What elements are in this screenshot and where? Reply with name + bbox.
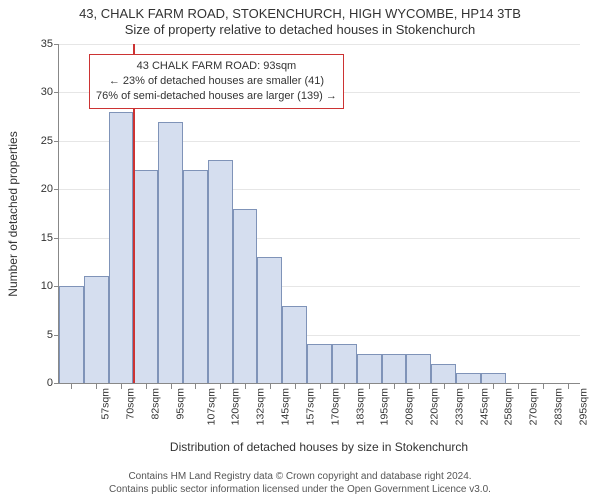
annotation-line-1: 43 CHALK FARM ROAD: 93sqm [96,59,337,74]
x-tick-mark [220,384,221,389]
histogram-bar [183,170,208,383]
histogram-bar [282,306,307,383]
x-tick-mark [71,384,72,389]
x-tick-mark [419,384,420,389]
x-tick-mark [568,384,569,389]
x-tick-mark [493,384,494,389]
x-tick-label: 57sqm [100,388,112,420]
x-tick-mark [96,384,97,389]
x-tick-mark [245,384,246,389]
x-tick-label: 132sqm [255,388,267,425]
histogram-bar [332,344,357,383]
x-tick-mark [195,384,196,389]
y-tick-mark [54,141,59,142]
histogram-bar [456,373,481,383]
annotation-line-3: 76% of semi-detached houses are larger (… [96,89,337,104]
x-tick-mark [295,384,296,389]
chart-title: 43, CHALK FARM ROAD, STOKENCHURCH, HIGH … [0,0,600,22]
histogram-bar [406,354,431,383]
x-tick-label: 95sqm [174,388,186,420]
x-tick-label: 245sqm [478,388,490,425]
x-tick-mark [468,384,469,389]
y-tick-label: 30 [25,86,53,98]
x-tick-mark [270,384,271,389]
chart-subtitle: Size of property relative to detached ho… [0,22,600,38]
y-tick-label: 10 [25,280,53,292]
y-tick-label: 5 [25,329,53,341]
x-tick-label: 183sqm [354,388,366,425]
x-tick-label: 170sqm [329,388,341,425]
plot-area: 0510152025303557sqm70sqm82sqm95sqm107sqm… [58,44,580,384]
histogram-bar [59,286,84,383]
histogram-bar [109,112,134,383]
x-tick-label: 258sqm [503,388,515,425]
x-tick-label: 157sqm [304,388,316,425]
x-tick-label: 295sqm [577,388,589,425]
histogram-bar [158,122,183,384]
x-tick-label: 195sqm [379,388,391,425]
x-tick-mark [121,384,122,389]
y-tick-label: 35 [25,38,53,50]
footer-line-1: Contains HM Land Registry data © Crown c… [0,471,600,484]
x-axis-label: Distribution of detached houses by size … [58,440,580,454]
x-tick-mark [171,384,172,389]
x-tick-mark [518,384,519,389]
x-tick-mark [394,384,395,389]
y-tick-mark [54,92,59,93]
x-tick-label: 120sqm [230,388,242,425]
footer-line-2: Contains public sector information licen… [0,484,600,497]
y-tick-mark [54,383,59,384]
x-tick-label: 82sqm [150,388,162,420]
x-tick-mark [444,384,445,389]
histogram-bar [481,373,506,383]
y-tick-mark [54,238,59,239]
y-axis-label: Number of detached properties [6,44,20,384]
annotation-line-2: ← 23% of detached houses are smaller (41… [96,74,337,89]
x-tick-label: 208sqm [403,388,415,425]
annotation-box: 43 CHALK FARM ROAD: 93sqm← 23% of detach… [89,54,344,109]
y-tick-label: 25 [25,135,53,147]
x-tick-mark [543,384,544,389]
histogram-bar [208,160,233,383]
x-tick-label: 70sqm [125,388,137,420]
x-tick-mark [344,384,345,389]
x-tick-label: 283sqm [552,388,564,425]
histogram-bar [133,170,158,383]
histogram-bar [357,354,382,383]
histogram-bar [431,364,456,383]
x-tick-label: 233sqm [453,388,465,425]
histogram-bar [233,209,258,383]
x-tick-label: 145sqm [279,388,291,425]
chart-container: 43, CHALK FARM ROAD, STOKENCHURCH, HIGH … [0,0,600,500]
y-tick-label: 0 [25,377,53,389]
x-tick-label: 107sqm [205,388,217,425]
y-tick-mark [54,189,59,190]
footer: Contains HM Land Registry data © Crown c… [0,471,600,496]
histogram-bar [84,276,109,383]
gridline [59,141,580,142]
histogram-bar [382,354,407,383]
y-tick-label: 20 [25,183,53,195]
x-tick-mark [146,384,147,389]
histogram-bar [257,257,282,383]
x-tick-label: 270sqm [528,388,540,425]
x-tick-mark [369,384,370,389]
x-tick-label: 220sqm [428,388,440,425]
histogram-bar [307,344,332,383]
y-tick-label: 15 [25,232,53,244]
y-tick-mark [54,44,59,45]
x-tick-mark [320,384,321,389]
chart-area: 0510152025303557sqm70sqm82sqm95sqm107sqm… [58,44,580,414]
gridline [59,44,580,45]
